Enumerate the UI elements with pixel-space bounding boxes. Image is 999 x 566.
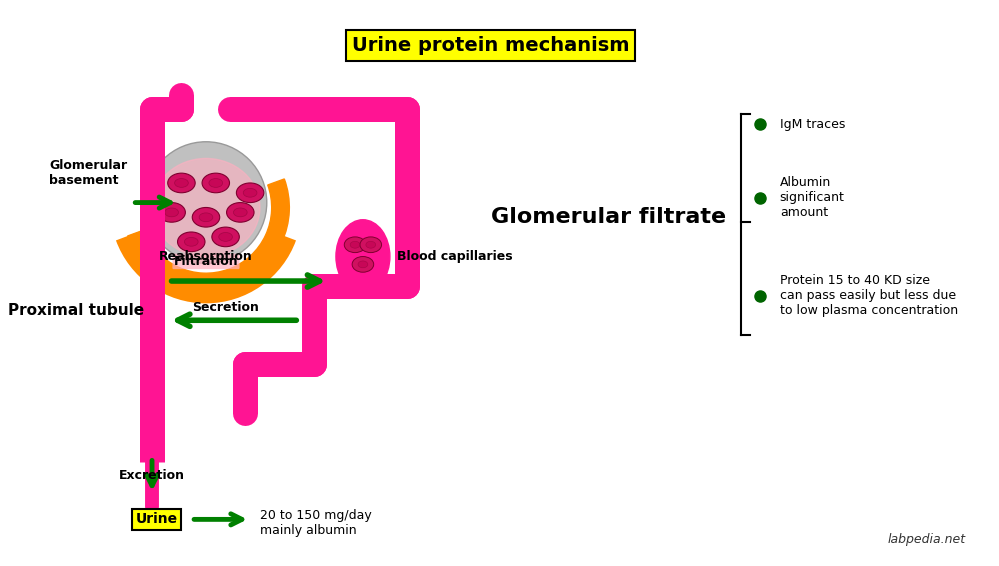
Ellipse shape xyxy=(212,227,240,247)
Text: Glomerular
basement: Glomerular basement xyxy=(49,159,127,187)
Ellipse shape xyxy=(192,208,220,227)
Ellipse shape xyxy=(185,237,198,246)
Ellipse shape xyxy=(165,208,179,217)
Wedge shape xyxy=(128,179,290,291)
Ellipse shape xyxy=(178,232,205,252)
Ellipse shape xyxy=(243,188,257,197)
Text: labpedia.net: labpedia.net xyxy=(888,533,966,546)
Ellipse shape xyxy=(158,203,186,222)
Ellipse shape xyxy=(358,261,368,268)
Text: Urine: Urine xyxy=(136,512,178,526)
Text: Albumin
significant
amount: Albumin significant amount xyxy=(780,176,844,219)
Ellipse shape xyxy=(234,208,247,217)
Ellipse shape xyxy=(360,237,382,252)
Ellipse shape xyxy=(152,158,260,256)
Text: Glomerular filtrate: Glomerular filtrate xyxy=(491,207,725,228)
Ellipse shape xyxy=(209,178,223,187)
Text: Excretion: Excretion xyxy=(119,469,185,482)
Ellipse shape xyxy=(345,237,366,252)
Text: Protein 15 to 40 KD size
can pass easily but less due
to low plasma concentratio: Protein 15 to 40 KD size can pass easily… xyxy=(780,275,958,318)
Ellipse shape xyxy=(351,241,360,248)
Text: 20 to 150 mg/day
mainly albumin: 20 to 150 mg/day mainly albumin xyxy=(260,509,372,537)
Text: Urine protein mechanism: Urine protein mechanism xyxy=(352,36,629,55)
Text: Proximal tubule: Proximal tubule xyxy=(8,303,144,318)
Ellipse shape xyxy=(237,183,264,203)
Ellipse shape xyxy=(202,173,230,193)
Ellipse shape xyxy=(168,173,195,193)
Text: Reabsorption: Reabsorption xyxy=(159,250,253,263)
Ellipse shape xyxy=(366,241,376,248)
Text: Filtration: Filtration xyxy=(174,255,239,268)
Text: IgM traces: IgM traces xyxy=(780,118,845,131)
Ellipse shape xyxy=(352,256,374,272)
Ellipse shape xyxy=(175,178,189,187)
Ellipse shape xyxy=(219,233,233,241)
Ellipse shape xyxy=(227,203,254,222)
Ellipse shape xyxy=(199,213,213,222)
Text: Blood capillaries: Blood capillaries xyxy=(398,250,512,263)
Circle shape xyxy=(145,142,267,263)
Text: Secretion: Secretion xyxy=(192,301,259,314)
Ellipse shape xyxy=(336,220,390,293)
